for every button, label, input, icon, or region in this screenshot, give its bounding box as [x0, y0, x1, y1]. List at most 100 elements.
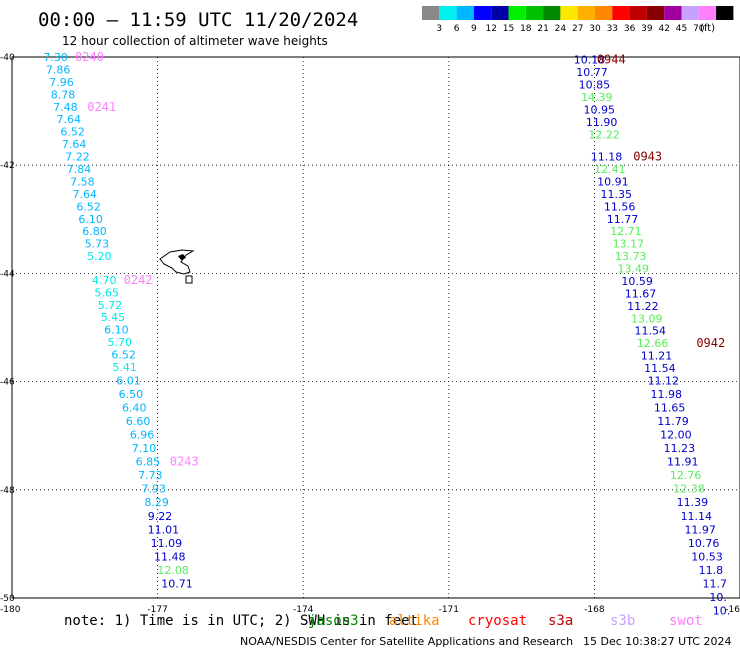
colorbar-swatch [664, 6, 682, 20]
swh-value-label: 6.60 [126, 415, 151, 428]
swh-value-label: 7.93 [141, 483, 166, 496]
colorbar-label: 21 [537, 24, 548, 34]
swh-value-label: 11.65 [654, 402, 686, 415]
colorbar-swatch [716, 6, 734, 20]
colorbar-swatch [612, 6, 630, 20]
swh-value-label: 5.20 [87, 250, 112, 263]
mission-legend: jason3 altika cryosat s3a s3b swot [308, 613, 703, 629]
colorbar-swatch [525, 6, 544, 20]
swh-value-label: 6.40 [122, 402, 147, 415]
colorbar-label: 6 [454, 24, 460, 34]
track-labels: 7.307.867.968.787.487.646.527.647.227.84… [43, 51, 730, 617]
swh-value-label: 11.22 [627, 300, 659, 313]
swh-value-label: 10. [713, 604, 731, 617]
swh-value-label: 6.52 [60, 126, 85, 139]
chart-title: 00:00 — 11:59 UTC 11/20/2024 [38, 9, 358, 31]
pass-time-label: 0944 [597, 53, 626, 67]
mission-legend-item: s3b [610, 613, 635, 629]
colorbar-label: 33 [607, 24, 618, 34]
colorbar-swatch [629, 6, 647, 20]
x-tick-label: -180 [0, 605, 21, 615]
swh-value-label: 5.45 [101, 311, 126, 324]
swh-value-label: 10.85 [579, 79, 611, 92]
plot-area: -180 -177 -174 -171 -168 -16 -40 -42 -44 -46 -48 -5… [0, 50, 740, 617]
colorbar-label: 70 [693, 24, 705, 34]
grid [12, 57, 740, 598]
swh-value-label: 7.48 [53, 101, 78, 114]
swh-value-label: 5.73 [85, 238, 110, 251]
footer-note: note: 1) Time is in UTC; 2) SWH is in fe… [64, 613, 418, 629]
swh-value-label: 13.17 [613, 238, 645, 251]
swh-value-label: 6.85 [136, 456, 161, 469]
colorbar-label: 42 [658, 24, 669, 34]
swh-value-label: 12.41 [594, 163, 626, 176]
swh-value-label: 8.78 [51, 88, 76, 101]
colorbar-label: 12 [485, 24, 496, 34]
pass-time-label: 0241 [87, 100, 116, 114]
x-tick-label: -177 [147, 605, 167, 615]
swh-value-label: 11.56 [604, 200, 636, 213]
swh-value-label: 7.22 [65, 151, 90, 164]
swh-value-label: 6.52 [111, 349, 136, 362]
mission-legend-item: cryosat [468, 613, 527, 629]
swh-value-label: 5.41 [112, 361, 137, 374]
swh-value-label: 6.80 [82, 225, 107, 238]
colorbar-swatch [646, 6, 665, 20]
swh-value-label: 10.59 [621, 275, 653, 288]
mission-legend-item: s3a [548, 613, 573, 629]
y-tick-label: -44 [0, 269, 15, 279]
pass-time-label: 0243 [170, 455, 199, 469]
swh-value-label: 11.8 [699, 564, 724, 577]
colorbar-unit: (ft) [700, 23, 715, 34]
colorbar-label: 36 [624, 24, 636, 34]
swh-value-label: 10. [709, 591, 727, 604]
swh-value-label: 11.97 [684, 523, 716, 536]
swh-value-label: 7.84 [67, 163, 92, 176]
swh-value-label: 11.35 [600, 188, 632, 201]
y-tick-label: -48 [0, 486, 15, 496]
pass-time-label: 0943 [633, 150, 662, 164]
swh-value-label: 12.08 [157, 564, 189, 577]
colorbar-swatch [698, 6, 717, 20]
swh-value-label: 6.10 [78, 213, 103, 226]
swh-value-label: 12.66 [637, 337, 669, 350]
swh-value-label: 11.09 [151, 537, 183, 550]
axis-ticks: -180 -177 -174 -171 -168 -16 -40 -42 -44 -46 -48 -5… [0, 53, 740, 615]
swh-value-label: 6.50 [119, 388, 144, 401]
swh-value-label: 11.48 [154, 550, 186, 563]
colorbar-label: 9 [471, 24, 477, 34]
colorbar-label: 45 [676, 24, 687, 34]
colorbar-swatch [422, 6, 440, 20]
swh-value-label: 11.18 [591, 151, 623, 164]
swh-value-label: 11.91 [667, 456, 699, 469]
swh-value-label: 13.09 [631, 312, 663, 325]
swh-value-label: 12.76 [670, 469, 702, 482]
colorbar-swatch [595, 6, 613, 20]
colorbar-swatch [473, 6, 492, 20]
swh-value-label: 7.64 [62, 138, 87, 151]
time-labels: 0240 0241 0242 0243 0944 0943 0942 [75, 50, 725, 469]
swh-value-label: 12.38 [673, 483, 705, 496]
swh-value-label: 11.23 [664, 442, 696, 455]
swh-value-label: 11.77 [607, 213, 639, 226]
swh-value-label: 11.7 [703, 577, 728, 590]
colorbar-label: 3 [436, 24, 442, 34]
swh-value-label: 11.98 [650, 388, 682, 401]
mission-legend-item: swot [669, 613, 703, 629]
colorbar-label: 24 [555, 24, 567, 34]
y-tick-label: -42 [0, 161, 15, 171]
pass-time-label: 0242 [124, 273, 153, 287]
y-tick-label: -40 [0, 53, 15, 63]
x-tick-label: -16 [725, 605, 740, 615]
swh-value-label: 4.70 [92, 274, 117, 287]
swh-value-label: 7.58 [70, 175, 95, 188]
y-tick-label: -50 [0, 594, 15, 604]
mission-legend-item: jason3 [308, 613, 359, 629]
island-outline [159, 249, 195, 284]
colorbar-swatch [560, 6, 578, 20]
swh-value-label: 11.79 [657, 415, 689, 428]
swh-value-label: 11.54 [644, 362, 676, 375]
colorbar-label: 15 [503, 24, 514, 34]
swh-value-label: 12.71 [610, 225, 642, 238]
x-tick-label: -168 [584, 605, 605, 615]
